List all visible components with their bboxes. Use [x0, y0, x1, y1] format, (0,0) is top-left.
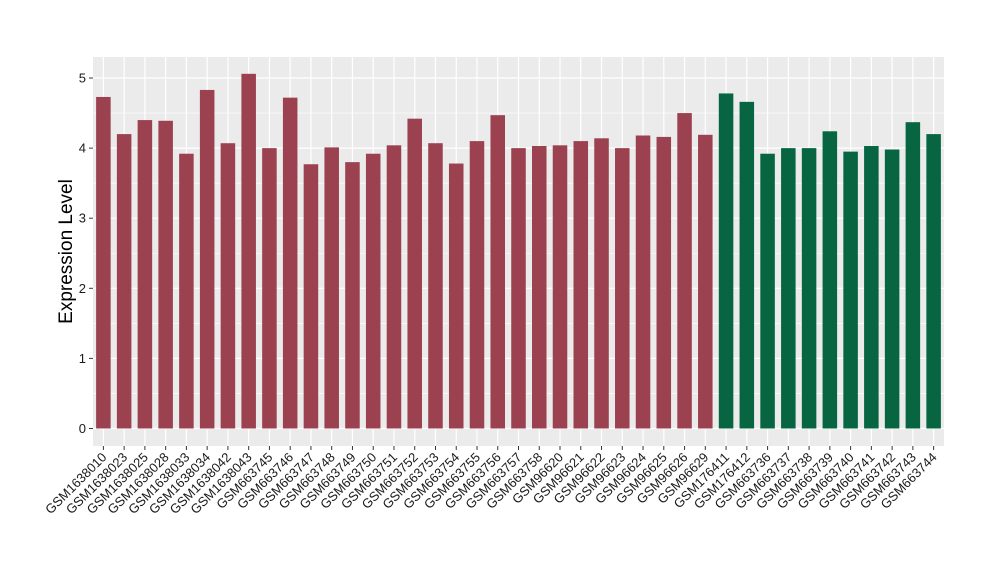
bar-GSM663737 [781, 148, 796, 429]
bar-GSM663752 [407, 118, 422, 429]
bar-GSM1638010 [96, 96, 111, 429]
bar-GSM96629 [698, 134, 713, 429]
x-axis-ticks: GSM1638010GSM1638023GSM1638025GSM1638028… [42, 446, 940, 517]
bar-GSM96622 [594, 138, 609, 429]
bar-GSM663744 [926, 134, 941, 429]
bar-GSM96625 [656, 136, 672, 429]
bar-GSM663751 [386, 145, 402, 429]
bar-GSM663738 [801, 148, 817, 429]
bar-GSM663749 [345, 162, 360, 429]
bar-GSM96626 [677, 113, 692, 429]
bar-GSM1638023 [116, 134, 132, 429]
bars [96, 73, 941, 429]
bar-GSM663746 [282, 97, 298, 429]
bar-GSM663745 [262, 148, 277, 429]
y-tick-label: 0 [79, 421, 86, 436]
y-tick-label: 3 [79, 211, 86, 226]
bar-GSM1638025 [137, 120, 153, 429]
y-axis-title: Expression Level [56, 179, 77, 324]
bar-GSM96620 [552, 145, 568, 429]
bar-GSM176412 [739, 101, 755, 429]
bar-GSM663753 [428, 143, 443, 429]
bar-GSM96624 [635, 135, 651, 429]
bar-GSM663739 [822, 131, 838, 429]
bar-GSM663741 [864, 146, 879, 429]
bar-GSM96621 [573, 141, 589, 429]
bar-GSM663755 [469, 141, 485, 429]
bar-GSM663740 [843, 151, 858, 429]
bar-GSM663757 [511, 148, 526, 429]
y-tick-label: 5 [79, 71, 86, 86]
bar-GSM663736 [760, 153, 775, 429]
y-axis-ticks: 0 1 2 3 4 5 [79, 71, 93, 436]
bar-GSM1638043 [241, 73, 256, 429]
bar-GSM663756 [490, 115, 506, 429]
y-tick-label: 4 [79, 141, 86, 156]
bar-GSM663742 [884, 149, 900, 429]
bar-GSM663754 [448, 163, 464, 429]
bar-GSM663758 [531, 146, 547, 429]
bar-GSM1638042 [220, 143, 236, 429]
bar-GSM96623 [615, 148, 630, 429]
bar-GSM663750 [365, 153, 381, 429]
bar-GSM1638028 [158, 120, 173, 429]
bar-GSM1638034 [199, 89, 215, 429]
bar-GSM663748 [324, 147, 339, 429]
bar-GSM663747 [303, 164, 319, 429]
y-tick-label: 1 [79, 351, 86, 366]
y-tick-label: 2 [79, 281, 86, 296]
bar-GSM1638033 [179, 153, 194, 429]
bar-GSM176411 [718, 93, 734, 429]
bar-GSM663743 [905, 122, 921, 429]
